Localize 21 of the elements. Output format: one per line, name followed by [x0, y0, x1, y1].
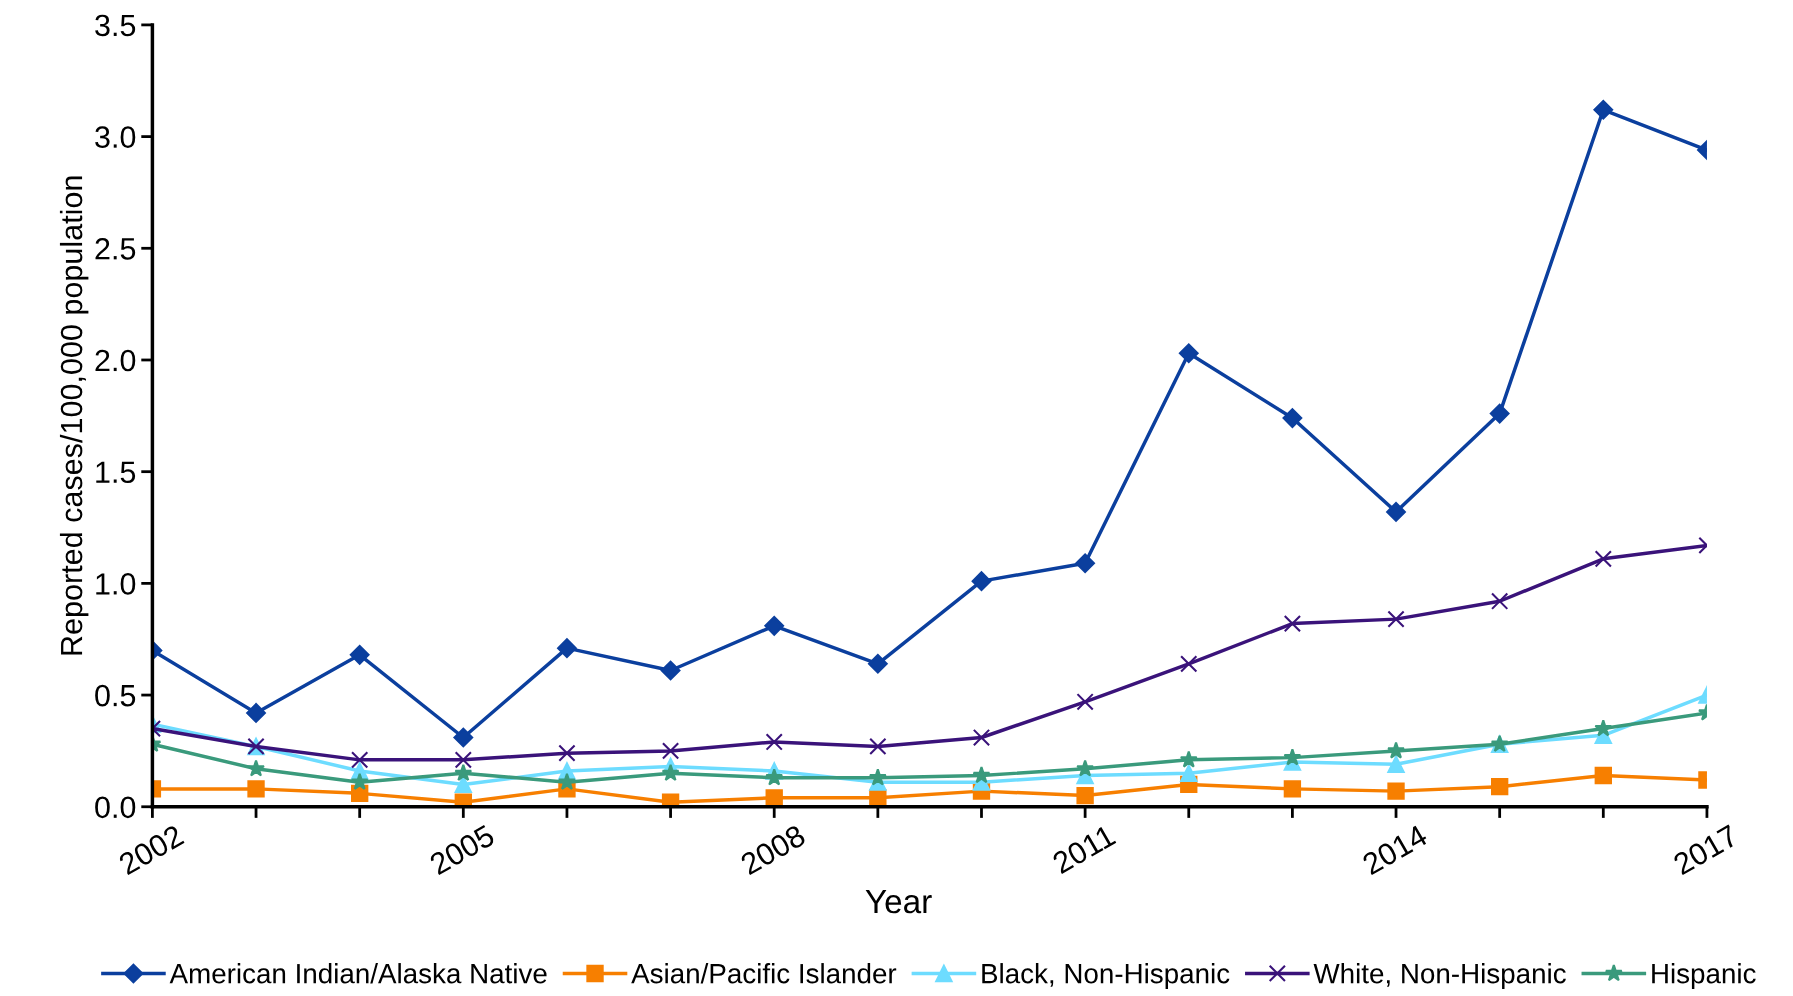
y-tick-label: 0.0 [95, 796, 136, 819]
y-tick-label: 1.0 [96, 573, 136, 595]
x-axis-title: Year [865, 890, 932, 914]
x-tick-label: 2017 [1672, 824, 1740, 876]
y-tick-label: 2.0 [95, 349, 136, 372]
x-tick-label: 2008 [739, 824, 807, 876]
x-tick-label: 2002 [117, 824, 185, 876]
y-tick-label: 1.5 [96, 461, 136, 484]
legend-label: Hispanic [1652, 963, 1756, 989]
y-tick-label: 0.5 [95, 684, 136, 707]
y-tick-label: 3.5 [95, 14, 136, 37]
x-tick-label: 2011 [1051, 824, 1117, 875]
legend-label: Black, Non-Hispanic [982, 963, 1230, 989]
legend-label: White, Non-Hispanic [1313, 963, 1566, 989]
y-tick-label: 2.5 [95, 238, 136, 260]
legend-label: Asian/Pacific Islander [631, 963, 897, 984]
legend-label: American Indian/Alaska Native [169, 963, 547, 984]
y-tick-label: 3.0 [95, 126, 136, 148]
y-axis-title: Reported cases/100,000 population [59, 176, 89, 655]
x-tick-label: 2005 [428, 824, 496, 876]
x-tick-label: 2014 [1361, 823, 1429, 876]
